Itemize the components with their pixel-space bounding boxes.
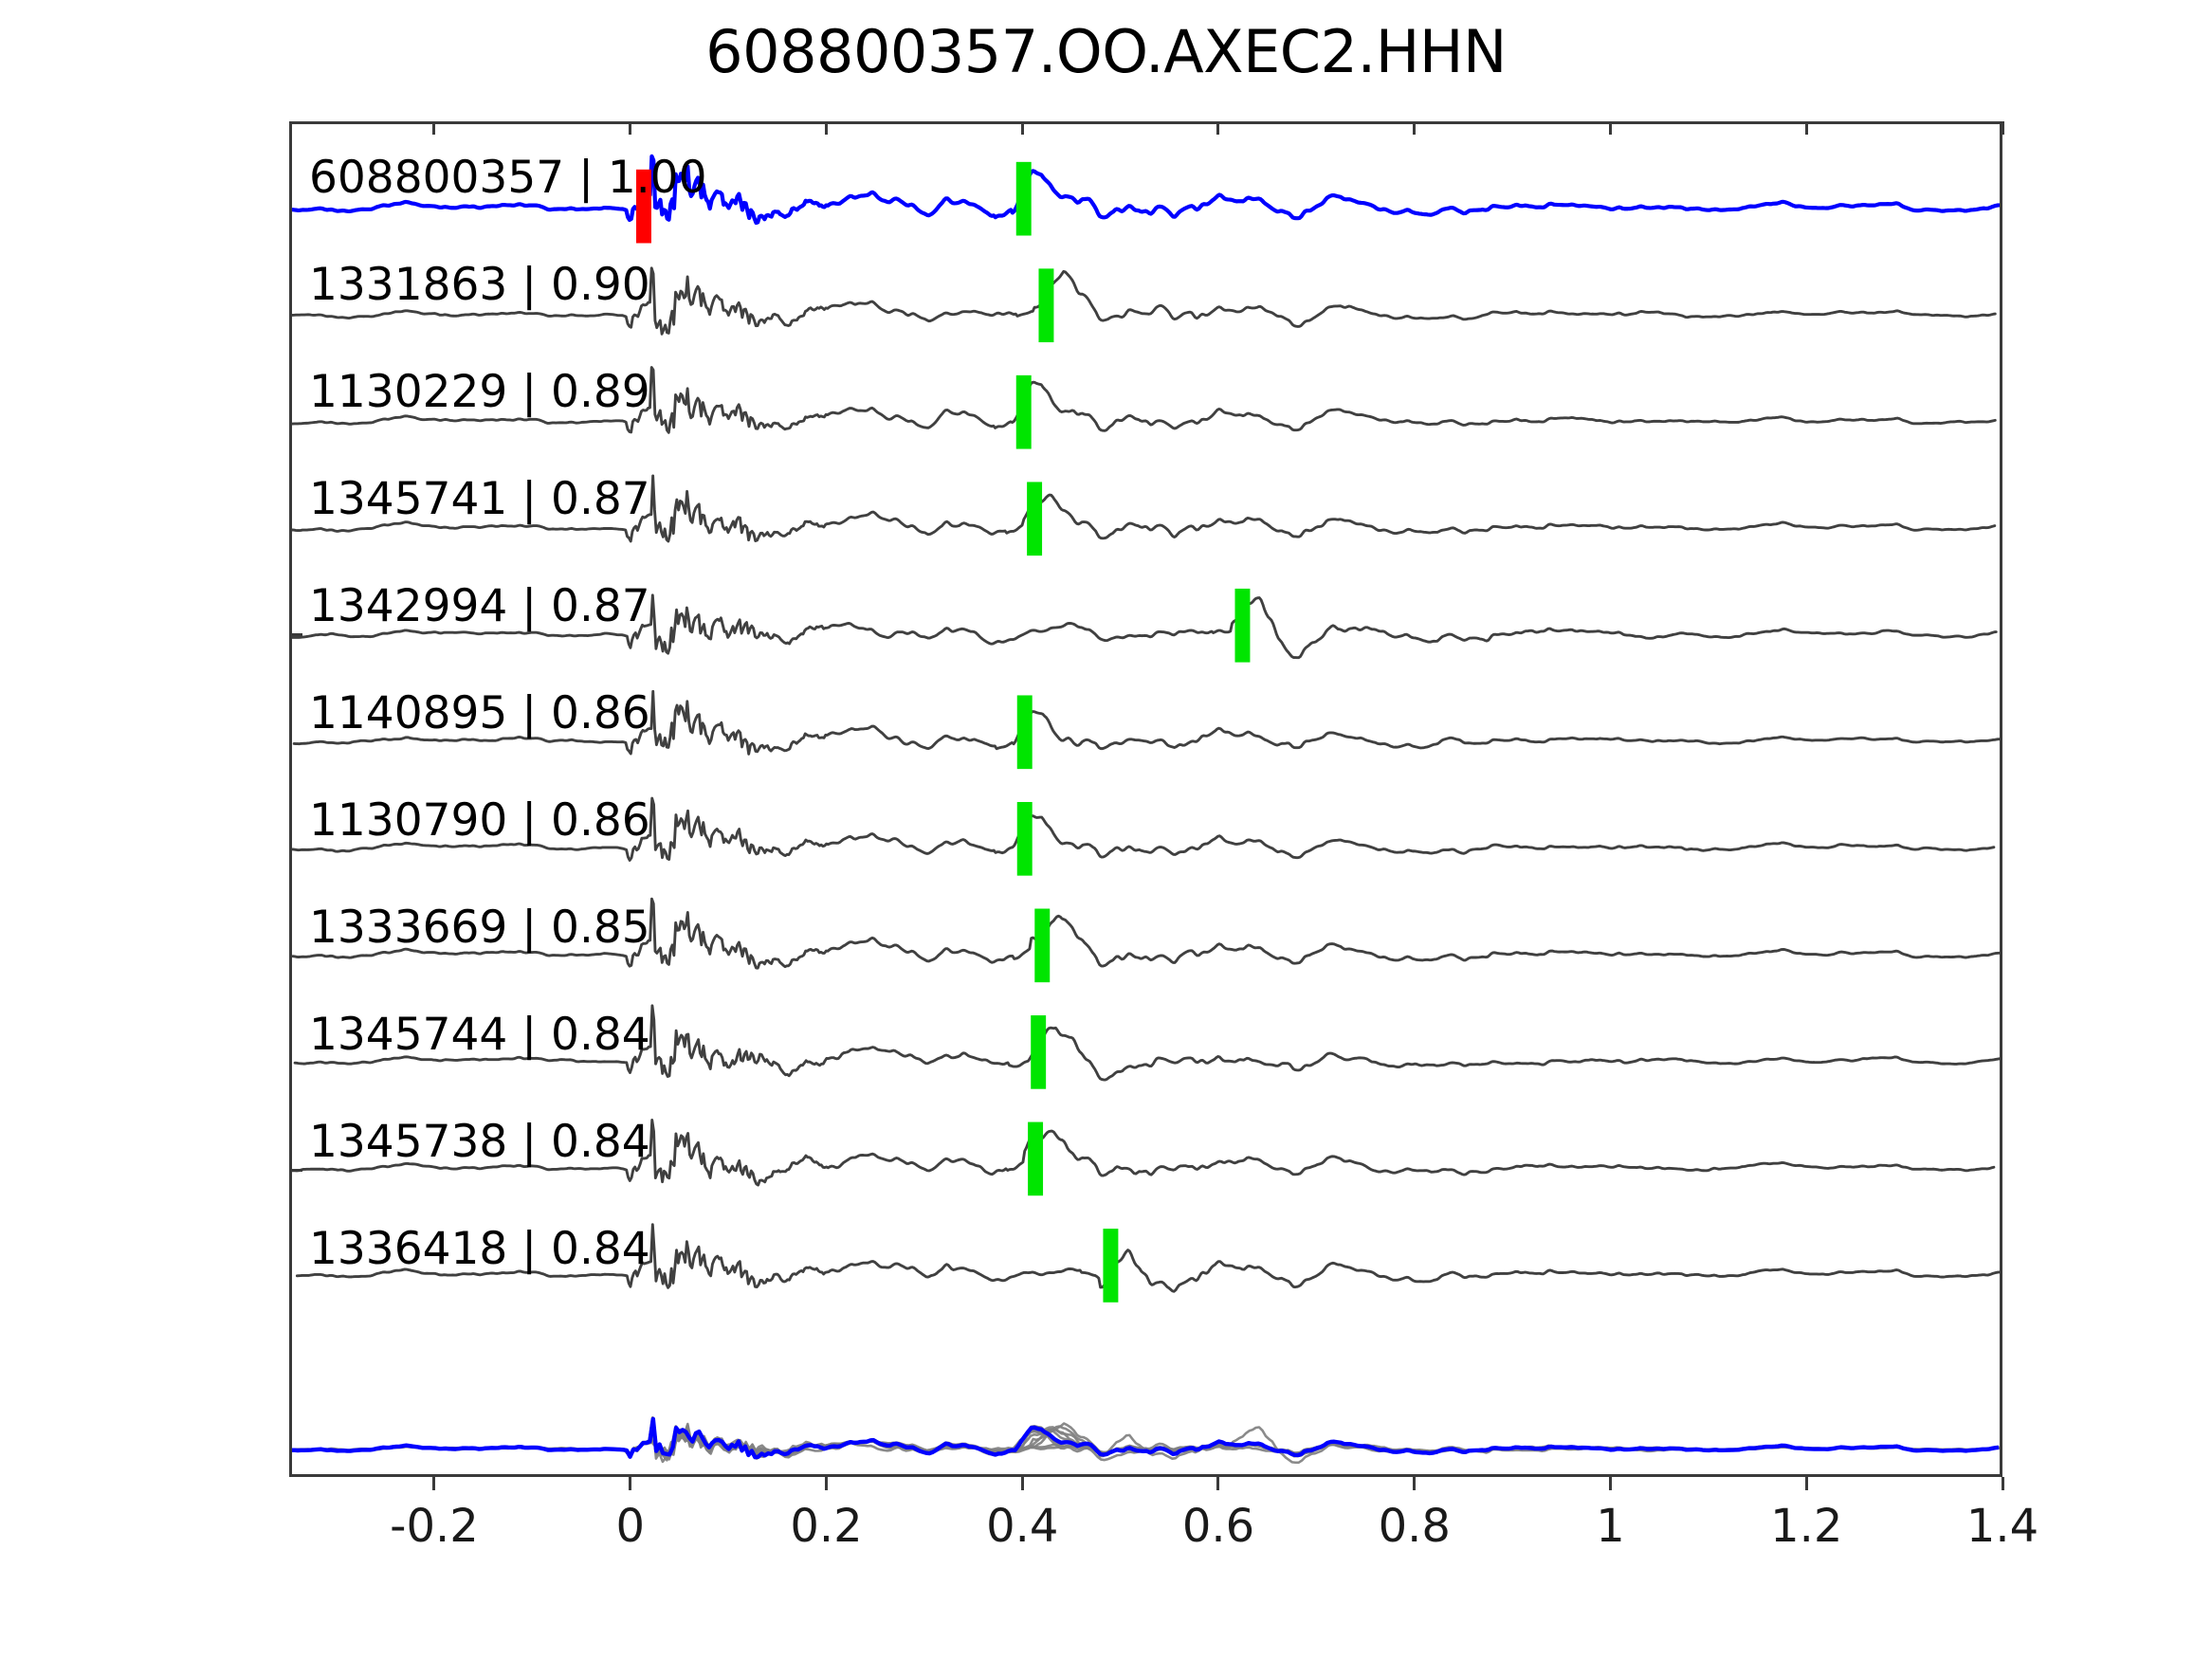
- x-tick-label: 1: [1596, 1500, 1625, 1553]
- page-title: 608800357.OO.AXEC2.HHN: [705, 17, 1507, 86]
- waveform-trace-1342994: [292, 593, 1998, 660]
- waveform-trace-1130229: [292, 366, 1997, 434]
- x-tick-mark: [1216, 1477, 1220, 1490]
- phase-pick-marker-1342994: [1234, 588, 1251, 663]
- stack-trace-1342994: [292, 1426, 1997, 1465]
- x-tick-mark: [1804, 1477, 1808, 1490]
- y-tick-mark: [289, 1169, 302, 1172]
- phase-pick-marker-1130229: [1015, 374, 1032, 449]
- x-tick-mark-top: [1020, 121, 1024, 135]
- x-tick-mark: [1020, 1477, 1024, 1490]
- waveform-trace-1333669: [292, 897, 2000, 970]
- x-tick-mark-top: [824, 121, 828, 135]
- x-tick-label: 1.4: [1965, 1500, 2039, 1553]
- x-tick-mark-top: [1804, 121, 1808, 135]
- phase-pick-marker-1140895: [1016, 695, 1033, 770]
- phase-pick-marker-1331863: [1038, 268, 1054, 343]
- x-tick-mark-top: [1216, 121, 1220, 135]
- waveform-trace-608800357: [292, 154, 2000, 226]
- x-tick-mark: [432, 1477, 436, 1490]
- waveform-trace-1331863: [292, 266, 1997, 336]
- x-tick-mark-top: [1413, 121, 1417, 135]
- phase-pick-marker-1336418: [1103, 1229, 1119, 1303]
- x-tick-mark: [2001, 1477, 2004, 1490]
- phase-pick-marker-1345738: [1028, 1121, 1044, 1196]
- x-tick-label: 0.2: [790, 1500, 863, 1553]
- stack-trace-template: [292, 1416, 2000, 1460]
- phase-pick-marker-1333669: [1034, 908, 1051, 983]
- x-tick-label: 0.8: [1378, 1500, 1451, 1553]
- x-tick-label: 0.4: [986, 1500, 1059, 1553]
- stack-overlay-panel: [292, 1415, 2000, 1465]
- waveform-trace-1140895: [292, 689, 2000, 756]
- x-tick-mark-top: [432, 121, 436, 135]
- phase-pick-marker-1345741: [1027, 482, 1043, 556]
- origin-pick-marker-608800357: [635, 169, 651, 244]
- phase-pick-marker-608800357: [1015, 161, 1032, 236]
- waveform-trace-1345741: [292, 474, 1997, 543]
- x-tick-mark: [1608, 1477, 1612, 1490]
- waveform-trace-1130790: [292, 796, 1996, 862]
- waveform-canvas: [292, 154, 2000, 1465]
- waveform-trace-1345738: [292, 1119, 1996, 1187]
- x-tick-label: 0: [615, 1500, 646, 1553]
- x-tick-label: 0.6: [1181, 1500, 1255, 1553]
- x-tick-label: -0.2: [390, 1500, 479, 1553]
- plot-axes: 608800357 | 1.00 1331863 | 0.90 1130229 | …: [289, 121, 2002, 1477]
- x-tick-mark: [824, 1477, 828, 1490]
- stack-trace-1345738: [292, 1425, 1995, 1460]
- x-tick-label: 1.2: [1770, 1500, 1843, 1553]
- phase-pick-marker-1130790: [1016, 801, 1033, 876]
- x-tick-mark-top: [2001, 121, 2004, 135]
- y-tick-mark: [289, 633, 302, 636]
- phase-pick-marker-1345744: [1031, 1015, 1047, 1089]
- waveform-trace-1345744: [293, 1004, 2000, 1082]
- x-tick-mark-top: [629, 121, 632, 135]
- x-tick-mark: [629, 1477, 632, 1490]
- stack-trace-1331863: [292, 1421, 1996, 1464]
- x-tick-mark-top: [1608, 121, 1612, 135]
- stack-trace-1345744: [295, 1418, 2000, 1462]
- waveform-trace-1336418: [295, 1223, 2000, 1293]
- x-tick-mark: [1413, 1477, 1417, 1490]
